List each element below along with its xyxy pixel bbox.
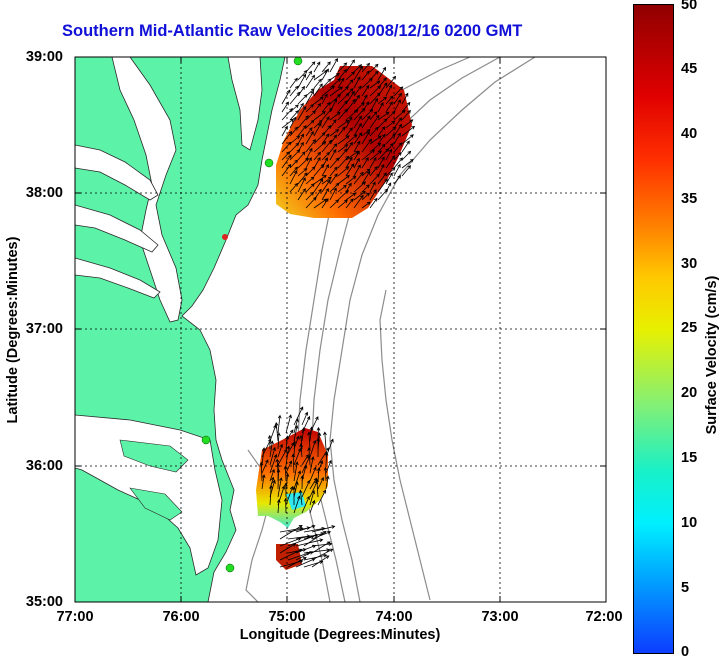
colorbar [633, 4, 674, 654]
x-axis-label: Longitude (Degrees:Minutes) [239, 627, 441, 643]
x-tick-label: 76:00 [162, 609, 200, 625]
colorbar-tick: 5 [681, 580, 690, 596]
x-tick-label: 72:00 [585, 609, 623, 625]
colorbar-tick: 25 [681, 320, 698, 336]
y-tick-label: 38:00 [25, 185, 63, 201]
radar-stations [201, 56, 303, 573]
colorbar-label: Surface Velocity (cm/s) [704, 275, 720, 435]
y-axis-label: Latitude (Degrees:Minutes) [5, 236, 21, 424]
y-tick-label: 39:00 [25, 49, 63, 65]
colorbar-tick: 20 [681, 385, 698, 401]
x-tick-label: 75:00 [268, 609, 306, 625]
y-tick-label: 35:00 [25, 594, 63, 610]
delaware-bay [227, 57, 263, 151]
x-tick-label: 77:00 [56, 609, 94, 625]
x-tick-label: 74:00 [375, 609, 413, 625]
colorbar-tick: 45 [681, 61, 698, 77]
colorbar-tick: 0 [681, 644, 690, 660]
y-tick-label: 36:00 [25, 458, 63, 474]
colorbar-tick: 35 [681, 191, 698, 207]
x-tick-label: 73:00 [481, 609, 519, 625]
grid-lines [75, 57, 606, 602]
chesapeake-bay [111, 57, 183, 323]
colorbar-tick: 10 [681, 515, 698, 531]
colorbar-tick: 50 [681, 0, 698, 13]
colorbar-tick: 30 [681, 256, 698, 272]
y-tick-label: 37:00 [25, 321, 63, 337]
velocity-field-south [256, 428, 328, 528]
velocity-vectors [259, 57, 416, 568]
colorbar-tick: 15 [681, 450, 698, 466]
map-title: Southern Mid-Atlantic Raw Velocities 200… [62, 22, 523, 40]
colorbar-tick: 40 [681, 126, 698, 142]
